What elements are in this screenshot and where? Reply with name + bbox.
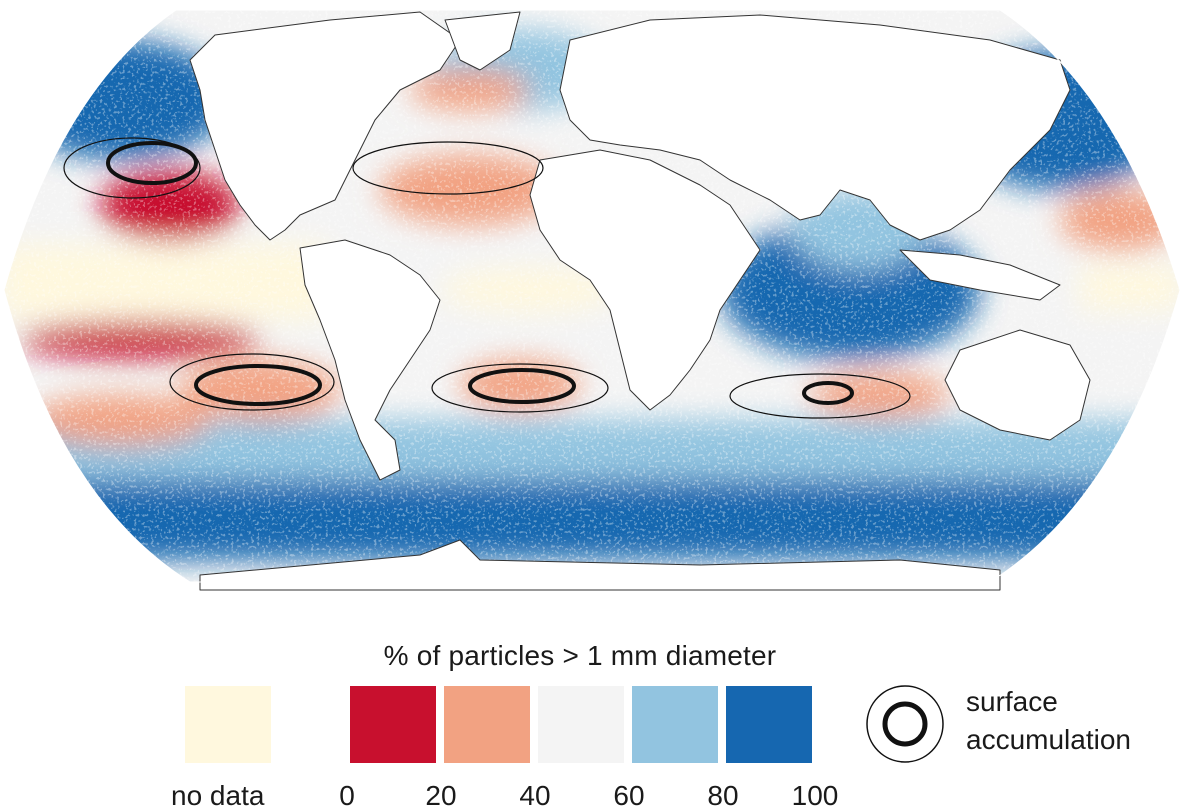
- legend-tick-60: 60: [613, 780, 645, 811]
- legend-title: % of particles > 1 mm diameter: [383, 640, 777, 671]
- legend-swatch-60-80: [632, 686, 718, 763]
- accumulation-zone-north-pacific-inner: [106, 141, 198, 185]
- accumulation-zone-south-pacific-outer: [169, 353, 335, 411]
- accumulation-zone-south-atlantic-outer: [431, 363, 609, 413]
- world-map: [3, 9, 1181, 591]
- legend-tick-80: 80: [707, 780, 739, 811]
- legend-tick-100: 100: [791, 780, 839, 811]
- accumulation-legend-label: surface accumulation: [966, 683, 1131, 759]
- legend-swatch-80-100: [726, 686, 812, 763]
- legend-tick-40: 40: [519, 780, 551, 811]
- legend-swatch-40-60: [538, 686, 624, 763]
- accumulation-zone-north-pacific-outer: [63, 137, 201, 199]
- legend-swatch-no-data: [185, 686, 271, 763]
- legend-tick-20: 20: [425, 780, 457, 811]
- globe-outline: [3, 9, 1181, 583]
- map-canvas: [3, 9, 1181, 591]
- land-south-america: [299, 239, 441, 481]
- accumulation-label-line2: accumulation: [966, 724, 1131, 755]
- land-antarctica: [199, 539, 1001, 591]
- accumulation-zone-indian-inner: [802, 381, 854, 405]
- land-indonesia: [899, 249, 1061, 301]
- land-greenland: [444, 11, 521, 71]
- land-europe-asia: [559, 14, 1071, 241]
- land-australia: [944, 329, 1091, 441]
- legend-swatch-20-40: [444, 686, 530, 763]
- land-north-america: [189, 11, 461, 241]
- accumulation-zone-south-pacific-inner: [194, 364, 322, 406]
- accumulation-zone-south-atlantic-inner: [468, 368, 576, 404]
- accumulation-zone-indian-outer: [729, 373, 911, 419]
- accumulation-zone-north-atlantic: [352, 141, 544, 195]
- land-africa: [529, 149, 761, 411]
- accumulation-contours: [63, 137, 911, 419]
- accumulation-legend-icon: [866, 685, 944, 763]
- land-layer: [189, 11, 1091, 591]
- accumulation-label-line1: surface: [966, 686, 1058, 717]
- legend-no-data-label: no data: [171, 780, 265, 811]
- legend-tick-0: 0: [339, 780, 355, 811]
- legend-swatch-0-20: [350, 686, 436, 763]
